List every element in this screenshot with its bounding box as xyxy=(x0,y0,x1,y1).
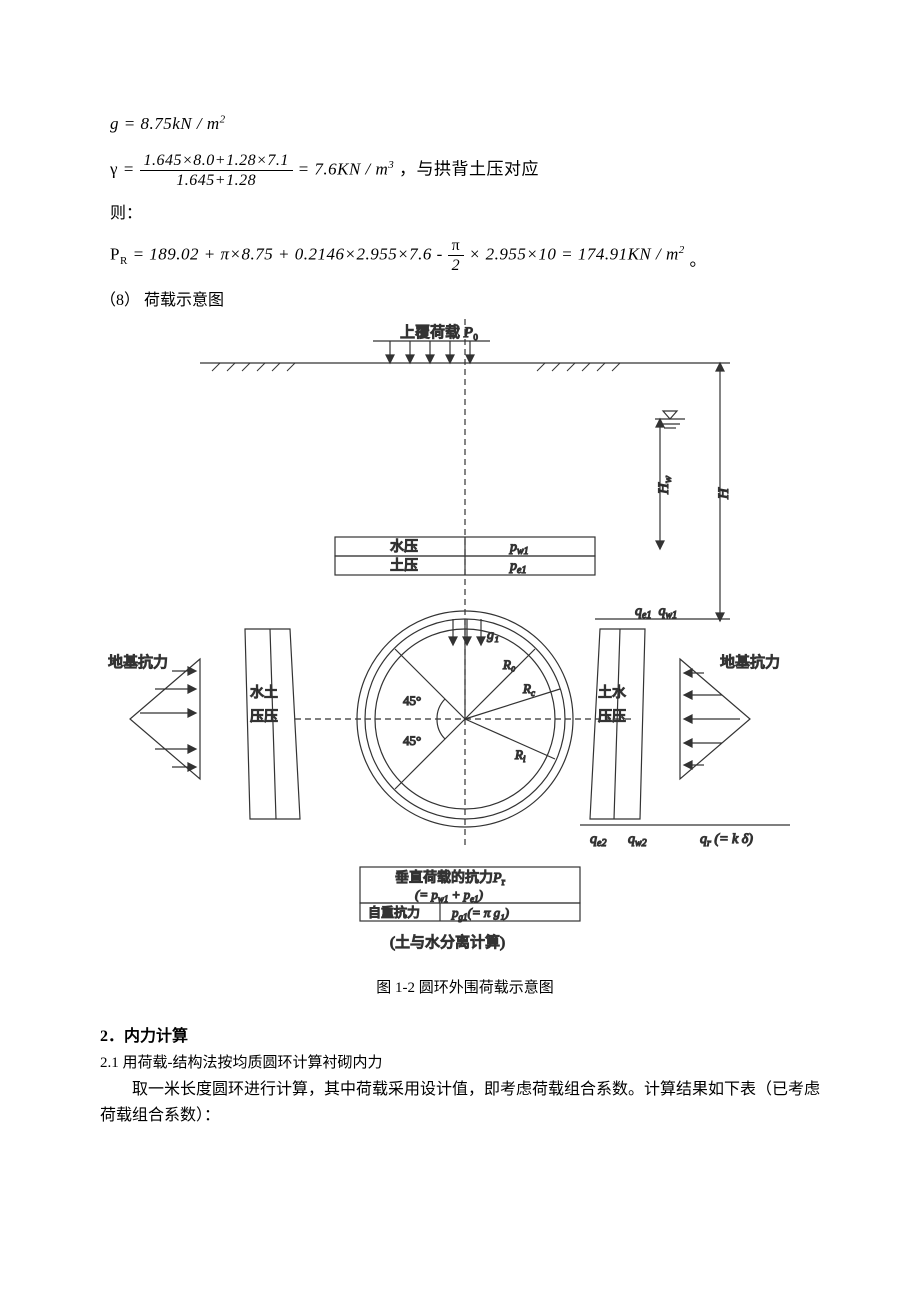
left-box-bot: 压压 xyxy=(250,710,278,725)
g1-label: g₁ xyxy=(487,628,499,643)
heading-2: 2．内力计算 xyxy=(100,1024,830,1050)
foundation-right-label: 地基抗力 xyxy=(720,654,780,671)
gamma-rhs: = 7.6KN / m xyxy=(298,160,389,179)
gamma-note: ，与拱背土压对应 xyxy=(399,160,539,179)
right-box-bot: 压压 xyxy=(598,710,626,725)
dim-H: H xyxy=(716,487,732,500)
qw2-label: qw2 xyxy=(628,832,647,849)
soil-pressure-label: 土压 xyxy=(390,558,418,574)
pr-mid2: × 2.955×10 = 174.91KN / m xyxy=(469,245,679,264)
pr-tail: 。 xyxy=(690,251,708,270)
formula-g: g = 8.75kN / m2 xyxy=(110,110,830,137)
angle-45b: 45° xyxy=(403,733,421,748)
self-resist-l: 自重抗力 xyxy=(368,905,420,920)
qe1-qw1-label: qe1 qw1 xyxy=(635,604,677,621)
Rc-label: Rc xyxy=(522,681,535,698)
dim-Hw: Hw xyxy=(656,475,674,495)
section-8-label: （8） 荷载示意图 xyxy=(100,288,830,314)
R0-label: R₀ xyxy=(502,657,515,672)
pr-frac-num: π xyxy=(448,236,465,256)
figure-caption: 图 1-2 圆环外围荷载示意图 xyxy=(100,976,830,1000)
subheading-21: 2.1 用荷载-结构法按均质圆环计算衬砌内力 xyxy=(100,1051,830,1075)
pr-lhs: P xyxy=(110,245,120,264)
vert-resist-1: 垂直荷载的抗力Pr xyxy=(395,869,506,888)
formula-pr: PR = 189.02 + π×8.75 + 0.2146×2.955×7.6 … xyxy=(110,236,830,275)
pr-sup: 2 xyxy=(679,244,685,256)
gamma-sup: 3 xyxy=(388,159,394,171)
gamma-num: 1.645×8.0+1.28×7.1 xyxy=(140,151,293,171)
qe2-label: qe2 xyxy=(590,832,606,849)
paragraph-21: 取一米长度圆环进行计算，其中荷载采用设计值，即考虑荷载组合系数。计算结果如下表（… xyxy=(100,1077,830,1128)
vert-resist-2: (= pw1 + pe1) xyxy=(415,887,483,904)
pr-frac-den: 2 xyxy=(448,256,465,275)
top-load-label: 上覆荷载 P₀ xyxy=(400,324,478,341)
bottom-note: (土与水分离计算) xyxy=(390,933,505,951)
formula-gamma: γ = 1.645×8.0+1.28×7.1 1.645+1.28 = 7.6K… xyxy=(110,151,830,190)
load-diagram: 上覆荷载 P₀ xyxy=(100,319,830,968)
then-text: 则： xyxy=(110,201,830,227)
pw1-label: pw1 xyxy=(509,540,529,557)
foundation-left-label: 地基抗力 xyxy=(108,654,168,671)
gamma-den: 1.645+1.28 xyxy=(140,171,293,190)
pr-mid1: = 189.02 + π×8.75 + 0.2146×2.955×7.6 - xyxy=(133,245,448,264)
angle-45a: 45° xyxy=(403,693,421,708)
qr-label: qr (= k δ) xyxy=(700,832,753,849)
pe1-label: pe1 xyxy=(509,559,526,576)
pr-sub: R xyxy=(120,255,128,267)
left-box-top: 水土 xyxy=(250,685,278,701)
g-sup: 2 xyxy=(220,113,226,125)
self-resist-r: pg1(= π g₁) xyxy=(451,905,509,922)
water-pressure-label: 水压 xyxy=(390,539,418,555)
Ri-label: Ri xyxy=(514,747,526,764)
g-text: g = 8.75kN / m xyxy=(110,114,220,133)
right-box-top: 土水 xyxy=(598,685,626,701)
